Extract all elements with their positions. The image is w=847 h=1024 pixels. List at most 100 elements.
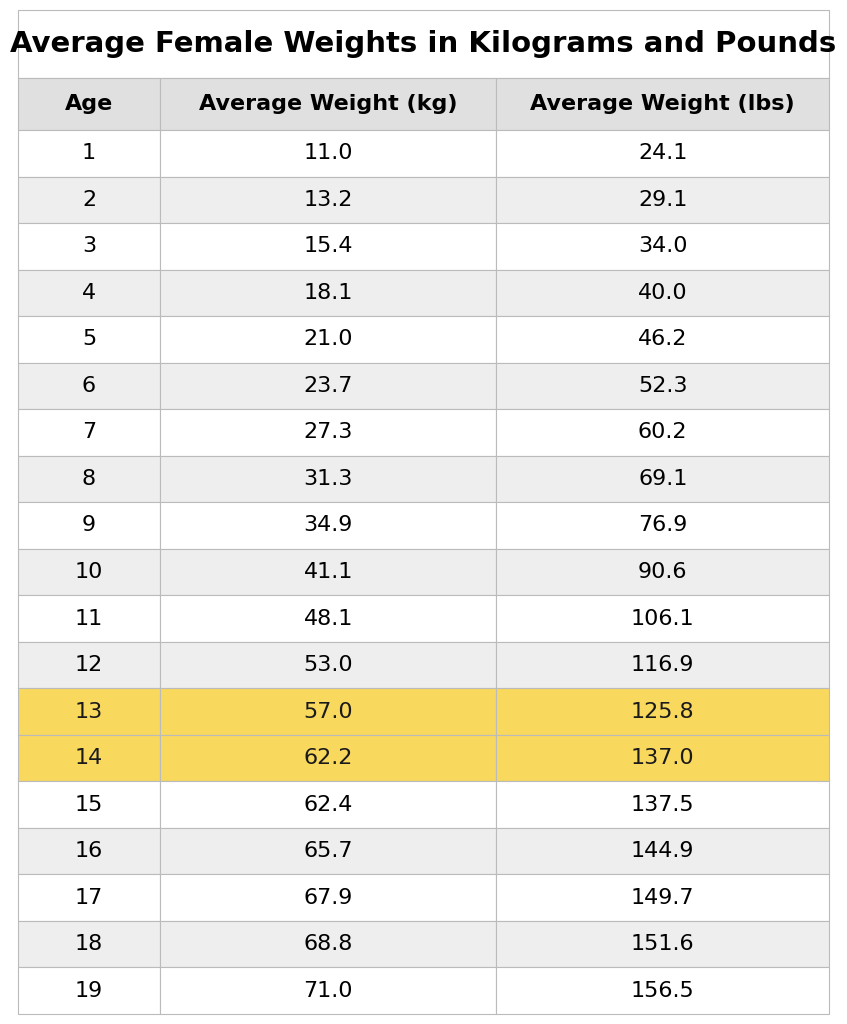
Bar xyxy=(160,78,496,130)
Bar xyxy=(496,642,829,688)
Text: 34.0: 34.0 xyxy=(638,237,688,256)
Text: 27.3: 27.3 xyxy=(303,423,353,442)
Text: 1: 1 xyxy=(82,143,96,163)
Text: 12: 12 xyxy=(75,655,103,675)
Text: 137.5: 137.5 xyxy=(631,795,695,815)
Bar xyxy=(18,549,160,595)
Bar xyxy=(496,827,829,874)
Bar xyxy=(496,223,829,269)
Bar xyxy=(18,269,160,316)
Text: 9: 9 xyxy=(82,515,96,536)
Text: Average Weight (lbs): Average Weight (lbs) xyxy=(530,94,795,114)
Text: 11: 11 xyxy=(75,608,103,629)
Text: 4: 4 xyxy=(82,283,96,303)
Bar xyxy=(496,316,829,362)
Bar xyxy=(18,968,160,1014)
Bar xyxy=(18,456,160,502)
Bar xyxy=(160,502,496,549)
Bar xyxy=(160,223,496,269)
Bar xyxy=(160,827,496,874)
Bar xyxy=(160,874,496,921)
Text: 2: 2 xyxy=(82,189,96,210)
Bar xyxy=(160,642,496,688)
Bar xyxy=(18,410,160,456)
Bar xyxy=(18,176,160,223)
Bar xyxy=(496,269,829,316)
Bar xyxy=(496,410,829,456)
Text: 62.4: 62.4 xyxy=(303,795,353,815)
Text: 18.1: 18.1 xyxy=(303,283,353,303)
Bar xyxy=(496,968,829,1014)
Bar xyxy=(160,316,496,362)
Text: 34.9: 34.9 xyxy=(303,515,353,536)
Bar xyxy=(496,78,829,130)
Text: 8: 8 xyxy=(82,469,96,488)
Text: Age: Age xyxy=(65,94,113,114)
Text: 40.0: 40.0 xyxy=(638,283,688,303)
Bar xyxy=(496,735,829,781)
Text: 24.1: 24.1 xyxy=(638,143,688,163)
Bar xyxy=(160,781,496,827)
Text: 62.2: 62.2 xyxy=(303,749,353,768)
Text: 106.1: 106.1 xyxy=(631,608,695,629)
Bar xyxy=(160,921,496,968)
Text: 13.2: 13.2 xyxy=(303,189,353,210)
Text: 125.8: 125.8 xyxy=(631,701,695,722)
Bar xyxy=(496,549,829,595)
Bar xyxy=(18,502,160,549)
Bar xyxy=(160,595,496,642)
Bar xyxy=(496,502,829,549)
Bar xyxy=(496,362,829,410)
Bar xyxy=(18,874,160,921)
Text: 57.0: 57.0 xyxy=(303,701,353,722)
Bar xyxy=(18,130,160,176)
Bar xyxy=(496,176,829,223)
Bar xyxy=(18,827,160,874)
Text: 67.9: 67.9 xyxy=(303,888,353,907)
Bar xyxy=(496,781,829,827)
Text: 90.6: 90.6 xyxy=(638,562,688,582)
Bar xyxy=(160,968,496,1014)
Text: 11.0: 11.0 xyxy=(303,143,353,163)
Bar xyxy=(18,223,160,269)
Bar xyxy=(18,688,160,735)
Text: 17: 17 xyxy=(75,888,103,907)
Bar xyxy=(18,595,160,642)
Text: 48.1: 48.1 xyxy=(303,608,353,629)
Text: 53.0: 53.0 xyxy=(303,655,353,675)
Bar xyxy=(18,781,160,827)
Text: 69.1: 69.1 xyxy=(638,469,688,488)
Bar xyxy=(160,549,496,595)
Text: 19: 19 xyxy=(75,981,103,1000)
Text: 14: 14 xyxy=(75,749,103,768)
Bar xyxy=(18,735,160,781)
Text: Average Weight (kg): Average Weight (kg) xyxy=(199,94,457,114)
Text: 149.7: 149.7 xyxy=(631,888,695,907)
Text: Average Female Weights in Kilograms and Pounds: Average Female Weights in Kilograms and … xyxy=(10,30,837,58)
Bar xyxy=(18,10,829,78)
Text: 60.2: 60.2 xyxy=(638,423,688,442)
Text: 116.9: 116.9 xyxy=(631,655,695,675)
Bar xyxy=(160,130,496,176)
Bar xyxy=(496,921,829,968)
Text: 23.7: 23.7 xyxy=(303,376,353,396)
Text: 71.0: 71.0 xyxy=(303,981,353,1000)
Text: 10: 10 xyxy=(75,562,103,582)
Text: 21.0: 21.0 xyxy=(303,330,353,349)
Bar xyxy=(160,269,496,316)
Text: 18: 18 xyxy=(75,934,103,954)
Text: 68.8: 68.8 xyxy=(303,934,353,954)
Bar xyxy=(160,735,496,781)
Text: 31.3: 31.3 xyxy=(303,469,353,488)
Text: 65.7: 65.7 xyxy=(303,841,353,861)
Bar xyxy=(18,78,160,130)
Text: 144.9: 144.9 xyxy=(631,841,695,861)
Text: 16: 16 xyxy=(75,841,103,861)
Text: 52.3: 52.3 xyxy=(638,376,688,396)
Text: 13: 13 xyxy=(75,701,103,722)
Bar xyxy=(160,456,496,502)
Text: 41.1: 41.1 xyxy=(303,562,353,582)
Text: 156.5: 156.5 xyxy=(631,981,695,1000)
Text: 3: 3 xyxy=(82,237,96,256)
Bar xyxy=(496,130,829,176)
